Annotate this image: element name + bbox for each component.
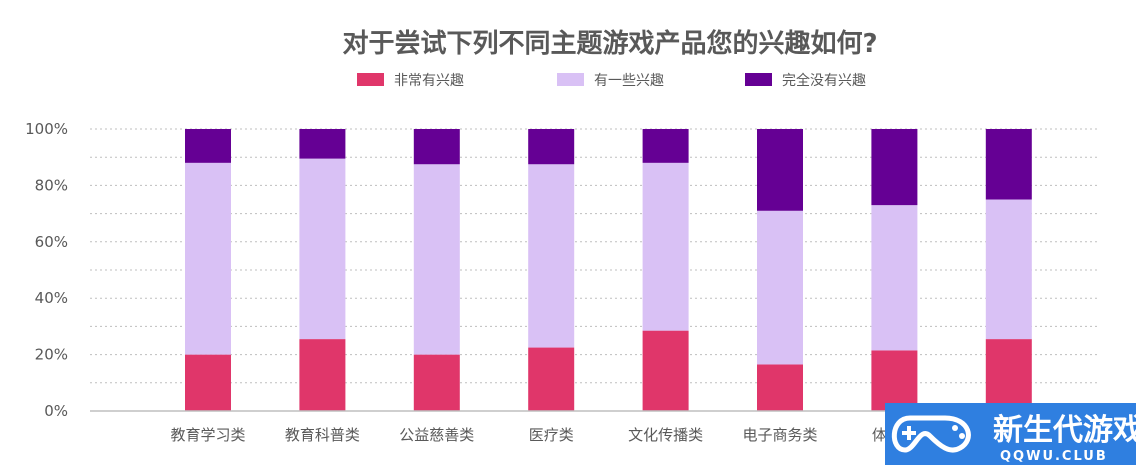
- watermark-logo-icon: [891, 415, 971, 453]
- bar-segment-1: [642, 330, 689, 411]
- bar-segment-1: [871, 350, 918, 411]
- bar-segment-3: [299, 129, 346, 159]
- y-tick-label: 0%: [44, 402, 68, 420]
- bar-segment-3: [185, 129, 231, 163]
- bar-segment-1: [528, 347, 575, 411]
- legend-label-2: 有一些兴趣: [594, 73, 664, 89]
- chart-title: 对于尝试下列不同主题游戏产品您的兴趣如何?: [342, 28, 877, 59]
- legend-swatch-1: [357, 73, 384, 86]
- x-category-label: 教育科普类: [285, 426, 360, 444]
- x-category-label: 公益慈善类: [399, 426, 474, 444]
- bar-segment-2: [413, 164, 460, 355]
- bar-segment-3: [871, 129, 918, 206]
- bar-segment-3: [757, 129, 803, 211]
- bar-segment-3: [528, 129, 575, 165]
- watermark-subtext: QQWU.CLUB: [1000, 449, 1108, 464]
- y-axis: 0% 20% 40% 60% 80% 100%: [25, 120, 68, 420]
- y-tick-label: 100%: [25, 120, 68, 138]
- legend: 非常有兴趣 有一些兴趣 完全没有兴趣: [357, 72, 866, 89]
- x-category-label: 教育学习类: [170, 426, 245, 444]
- y-tick-label: 60%: [35, 233, 68, 251]
- bar-segment-3: [985, 129, 1032, 200]
- legend-label-1: 非常有兴趣: [394, 73, 464, 89]
- bar-segment-2: [871, 205, 918, 351]
- bar-segment-1: [299, 339, 346, 411]
- bars: [185, 129, 1032, 411]
- bar-segment-2: [985, 199, 1032, 340]
- y-tick-label: 40%: [35, 289, 68, 307]
- y-tick-label: 80%: [35, 176, 68, 194]
- bar-segment-2: [642, 162, 689, 331]
- watermark: 新生代游戏 QQWU.CLUB: [885, 403, 1136, 465]
- legend-swatch-3: [745, 73, 772, 86]
- legend-swatch-2: [557, 73, 584, 86]
- bar-segment-2: [528, 164, 575, 348]
- bar-segment-1: [985, 339, 1032, 411]
- bar-segment-3: [642, 129, 689, 163]
- y-tick-label: 20%: [35, 346, 68, 364]
- x-category-label: 医疗类: [529, 426, 574, 444]
- legend-label-3: 完全没有兴趣: [782, 72, 866, 89]
- bar-segment-3: [413, 129, 460, 165]
- bar-segment-2: [757, 210, 803, 365]
- bar-segment-2: [185, 162, 231, 355]
- watermark-text: 新生代游戏: [993, 413, 1136, 448]
- x-category-label: 电子商务类: [742, 426, 817, 444]
- bar-segment-1: [413, 354, 460, 411]
- bar-segment-1: [757, 364, 803, 411]
- gridlines: [90, 128, 1100, 384]
- x-category-label: 文化传播类: [628, 426, 703, 444]
- bar-segment-2: [299, 158, 346, 340]
- bar-segment-1: [185, 354, 231, 411]
